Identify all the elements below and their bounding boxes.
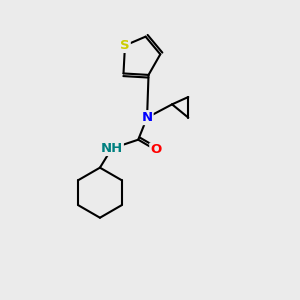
- Text: O: O: [150, 143, 161, 157]
- Text: NH: NH: [100, 142, 123, 155]
- Text: N: N: [142, 111, 153, 124]
- Text: S: S: [120, 39, 130, 52]
